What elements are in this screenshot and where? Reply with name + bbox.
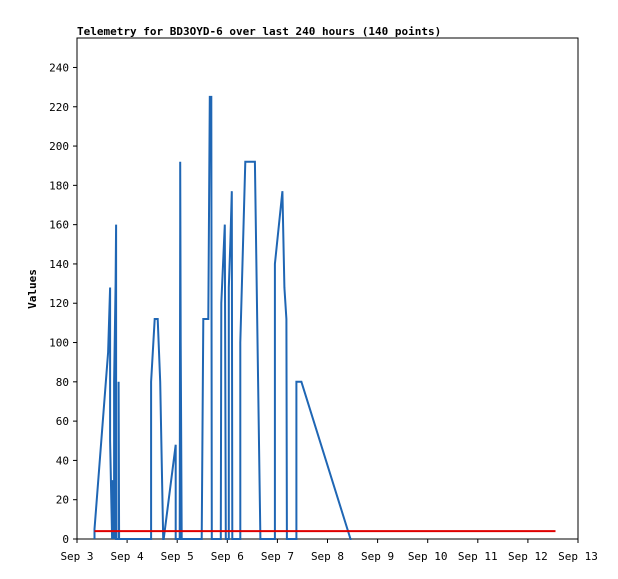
- y-tick-label: 120: [49, 297, 69, 310]
- y-tick-label: 100: [49, 337, 69, 350]
- y-tick-label: 140: [49, 258, 69, 271]
- y-tick-label: 20: [56, 494, 69, 507]
- x-axis: Sep 3 Sep 4 Sep 5 Sep 6 Sep 7 Sep 8 Sep 9 Sep 1…: [60, 539, 598, 563]
- y-tick-label: 240: [49, 61, 69, 74]
- y-tick-label: 220: [49, 101, 69, 114]
- y-tick-label: 200: [49, 140, 69, 153]
- x-tick-label: Sep 11: [458, 550, 498, 563]
- x-tick-label: Sep 9: [361, 550, 394, 563]
- y-tick-label: 160: [49, 219, 69, 232]
- x-tick-label: Sep 3: [60, 550, 93, 563]
- chart-title: Telemetry for BD3OYD-6 over last 240 hou…: [77, 25, 441, 38]
- plot-area: [76, 37, 579, 540]
- x-tick-label: Sep 8: [311, 550, 344, 563]
- y-tick-label: 180: [49, 179, 69, 192]
- y-axis-label: Values: [26, 269, 39, 309]
- x-tick-label: Sep 12: [508, 550, 548, 563]
- y-tick-label: 80: [56, 376, 69, 389]
- series-layer: [93, 95, 556, 540]
- x-tick-label: Sep 10: [408, 550, 448, 563]
- y-tick-label: 60: [56, 415, 69, 428]
- x-tick-label: Sep 5: [161, 550, 194, 563]
- y-axis: 0 20 40 60 80 100 120 140 160 180 200 220 240: [49, 61, 77, 546]
- x-tick-label: Sep 4: [111, 550, 144, 563]
- series-line-1: [93, 95, 352, 540]
- y-tick-label: 0: [62, 533, 69, 546]
- y-tick-label: 40: [56, 454, 69, 467]
- x-tick-label: Sep 7: [261, 550, 294, 563]
- x-tick-label: Sep 6: [211, 550, 244, 563]
- x-tick-label: Sep 13: [558, 550, 598, 563]
